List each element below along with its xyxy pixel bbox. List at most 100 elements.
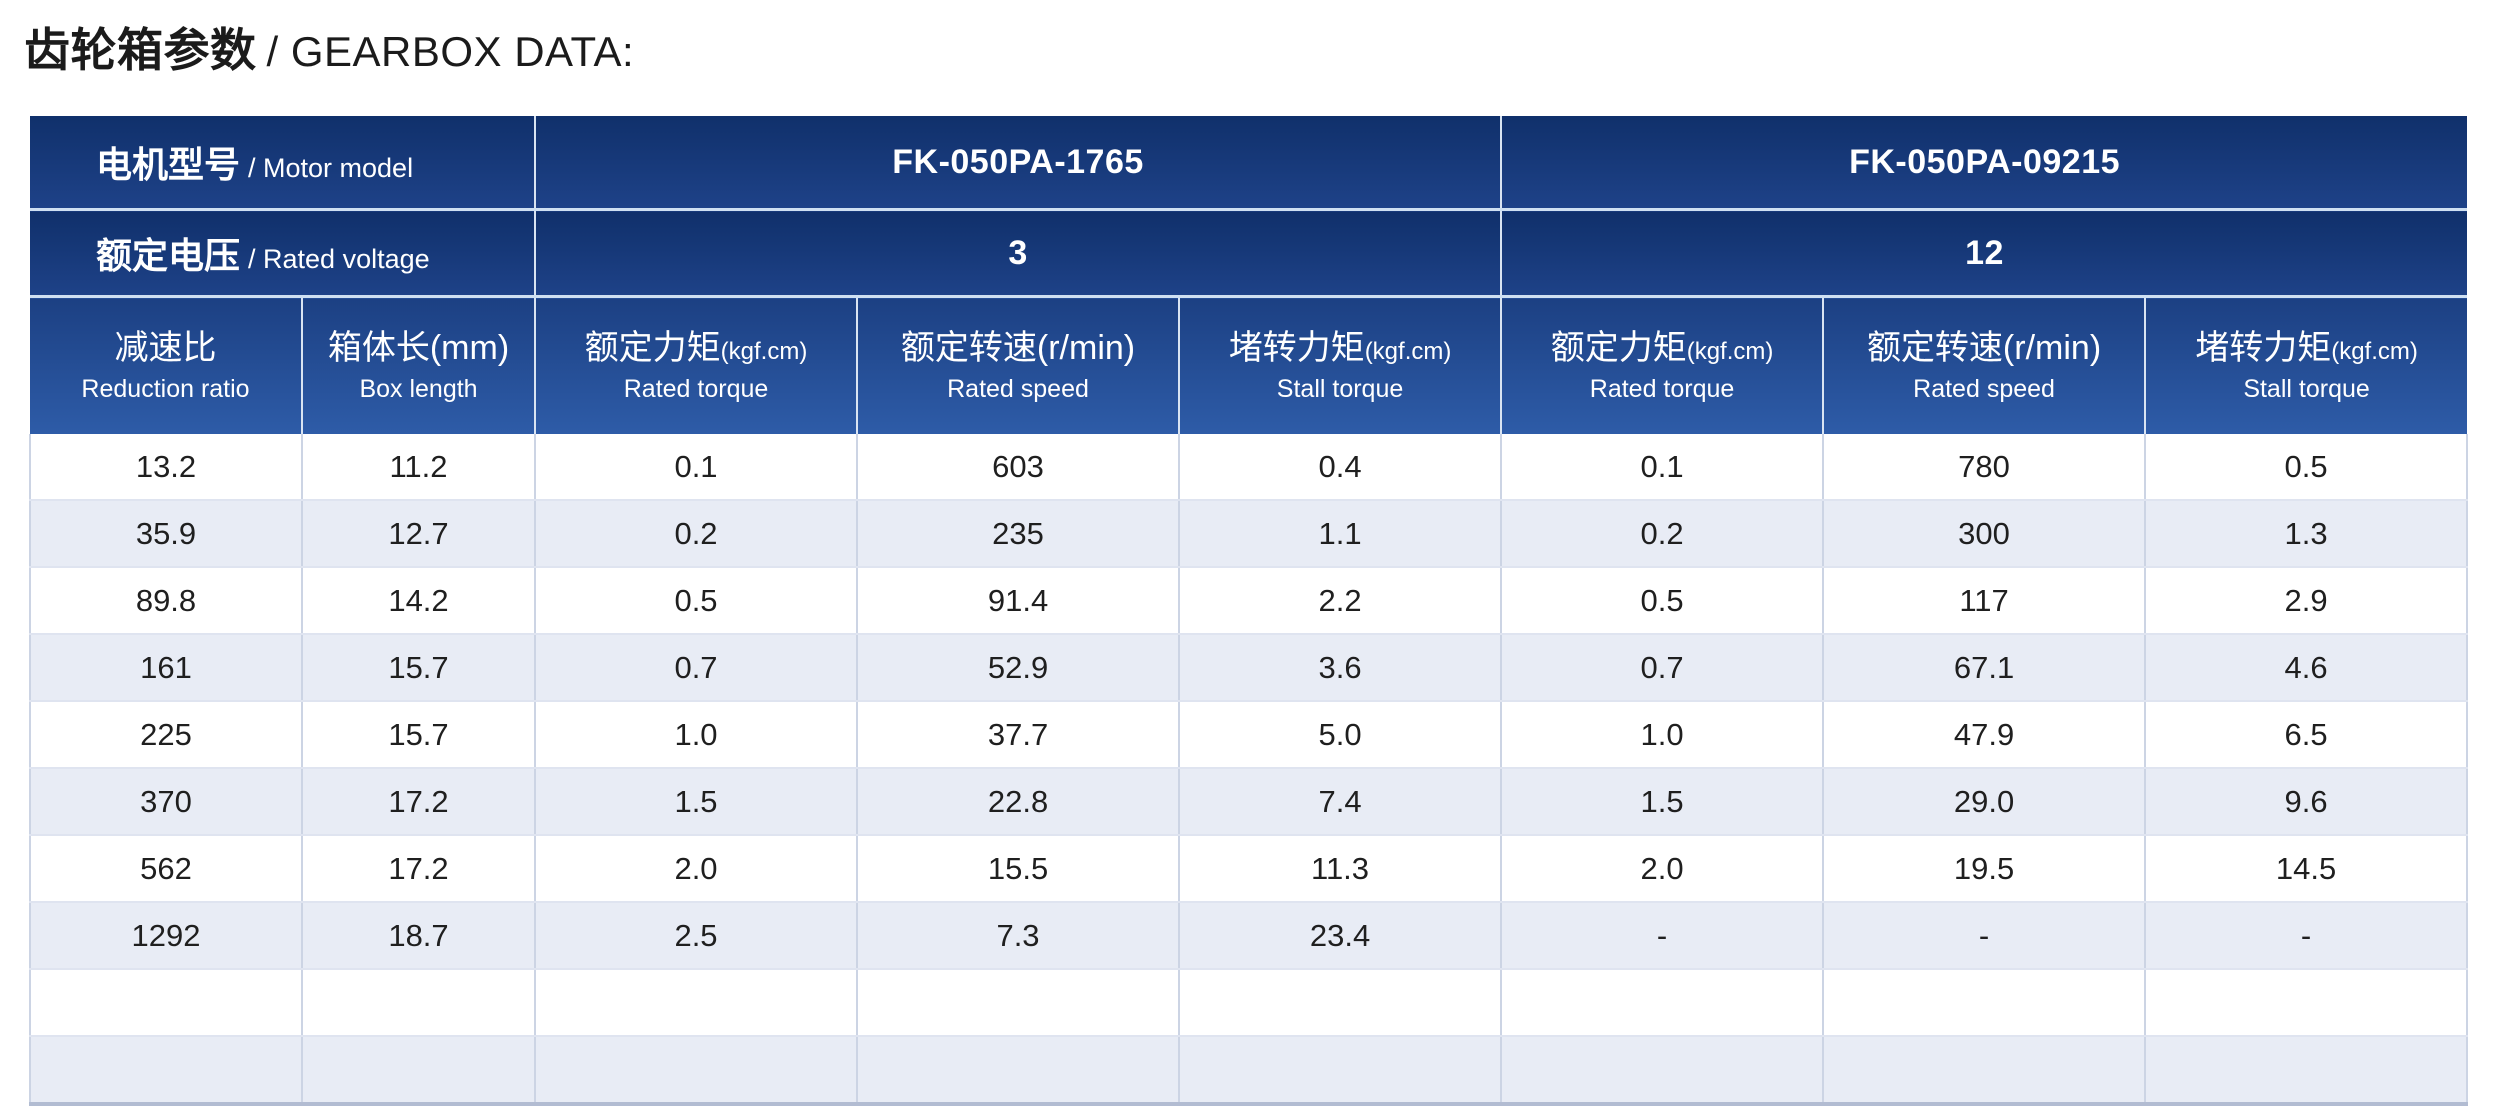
table-cell: 15.7 [302,634,537,702]
table-cell: 0.5 [2145,434,2469,501]
table-cell [302,1036,537,1106]
table-cell: 0.5 [1501,567,1825,635]
table-cell: 14.5 [2145,835,2469,903]
col-header-rated-speed-1: 额定转速(r/min) Rated speed [857,296,1181,434]
table-cell: 52.9 [857,634,1181,702]
page-title-english: / GEARBOX DATA: [266,28,635,75]
rated-voltage-label-cell: 额定电压 / Rated voltage [30,209,537,298]
table-cell: 15.5 [857,835,1181,903]
rated-voltage-2: 12 [1501,209,2468,298]
table-cell [1179,969,1503,1037]
table-cell: 0.1 [1501,434,1825,501]
table-cell: 67.1 [1823,634,2147,702]
table-body: 13.2 11.2 0.1 603 0.4 0.1 780 0.5 35.9 12.7 0.2 235… [29,434,2469,1106]
table-cell: 19.5 [1823,835,2147,903]
table-cell: 780 [1823,434,2147,501]
data-row: 35.9 12.7 0.2 235 1.1 0.2 300 1.3 [29,500,2469,568]
data-row: 225 15.7 1.0 37.7 5.0 1.0 47.9 6.5 [29,701,2469,769]
col-header-stall-torque-1: 堵转力矩(kgf.cm) Stall torque [1179,296,1503,434]
motor-model-label-cell: 电机型号 / Motor model [30,116,537,211]
col-header-rated-speed-2: 额定转速(r/min) Rated speed [1823,296,2147,434]
table-cell: 0.1 [535,434,859,501]
table-cell: 91.4 [857,567,1181,635]
motor-model-1: FK-050PA-1765 [535,116,1503,211]
table-cell: 2.5 [535,902,859,970]
table-cell: 5.0 [1179,701,1503,769]
table-cell [2145,969,2469,1037]
table-cell: 603 [857,434,1181,501]
rated-voltage-row: 额定电压 / Rated voltage 3 12 [30,209,2468,298]
table-cell: - [1823,902,2147,970]
column-header-row: 减速比 Reduction ratio 箱体长(mm) Box length 额… [30,296,2468,434]
table-cell [535,969,859,1037]
empty-row [29,969,2469,1037]
table-cell: 37.7 [857,701,1181,769]
table-cell: 161 [29,634,303,702]
motor-model-row: 电机型号 / Motor model FK-050PA-1765 FK-050PA… [30,116,2468,211]
table-cell: - [2145,902,2469,970]
table-cell: 11.3 [1179,835,1503,903]
table-cell: 18.7 [302,902,537,970]
table-cell: 1.5 [1501,768,1825,836]
table-cell: 3.6 [1179,634,1503,702]
table-cell: 0.2 [535,500,859,568]
table-cell: 29.0 [1823,768,2147,836]
motor-model-label-zh: 电机型号 [96,144,241,185]
table-cell: 2.0 [535,835,859,903]
table-cell: 13.2 [29,434,303,501]
col-header-reduction-ratio: 减速比 Reduction ratio [30,296,303,434]
table-cell: 117 [1823,567,2147,635]
table-cell [29,969,303,1037]
table-cell: 7.3 [857,902,1181,970]
table-cell [1501,1036,1825,1106]
empty-row [29,1036,2469,1106]
page-title: 齿轮箱参数 / GEARBOX DATA: [0,0,2498,80]
rated-voltage-label-en: / Rated voltage [248,244,430,274]
data-row: 562 17.2 2.0 15.5 11.3 2.0 19.5 14.5 [29,835,2469,903]
table-cell: 0.7 [1501,634,1825,702]
motor-model-2: FK-050PA-09215 [1501,116,2468,211]
table-cell: 0.5 [535,567,859,635]
table-cell: 14.2 [302,567,537,635]
data-row: 370 17.2 1.5 22.8 7.4 1.5 29.0 9.6 [29,768,2469,836]
table-cell: 23.4 [1179,902,1503,970]
table-cell: 4.6 [2145,634,2469,702]
table-cell: 17.2 [302,835,537,903]
table-cell: 1292 [29,902,303,970]
table-cell: 7.4 [1179,768,1503,836]
table-cell: 22.8 [857,768,1181,836]
table-cell: 562 [29,835,303,903]
table-cell: 1.1 [1179,500,1503,568]
table-cell [2145,1036,2469,1106]
table-cell: 47.9 [1823,701,2147,769]
table-cell: 225 [29,701,303,769]
rated-voltage-1: 3 [535,209,1503,298]
table-cell: 0.4 [1179,434,1503,501]
table-cell [857,969,1181,1037]
table-cell [1501,969,1825,1037]
table-cell [535,1036,859,1106]
table-cell: 35.9 [29,500,303,568]
col-header-rated-torque-2: 额定力矩(kgf.cm) Rated torque [1501,296,1825,434]
motor-model-label-en: / Motor model [248,153,414,183]
data-row: 13.2 11.2 0.1 603 0.4 0.1 780 0.5 [29,434,2469,501]
table-cell [1823,1036,2147,1106]
table-cell: 6.5 [2145,701,2469,769]
table-cell: 1.0 [1501,701,1825,769]
table-cell: 0.2 [1501,500,1825,568]
table-cell: 2.9 [2145,567,2469,635]
table-cell: 2.2 [1179,567,1503,635]
table-cell: 1.3 [2145,500,2469,568]
col-header-rated-torque-1: 额定力矩(kgf.cm) Rated torque [535,296,859,434]
page-title-chinese: 齿轮箱参数 [24,24,257,76]
table-cell: - [1501,902,1825,970]
table-cell [1179,1036,1503,1106]
gearbox-data-table: 电机型号 / Motor model FK-050PA-1765 FK-050PA… [29,116,2469,1106]
table-cell [857,1036,1181,1106]
table-cell: 17.2 [302,768,537,836]
table-cell: 15.7 [302,701,537,769]
table-cell: 89.8 [29,567,303,635]
table-cell: 235 [857,500,1181,568]
col-header-stall-torque-2: 堵转力矩(kgf.cm) Stall torque [2145,296,2468,434]
